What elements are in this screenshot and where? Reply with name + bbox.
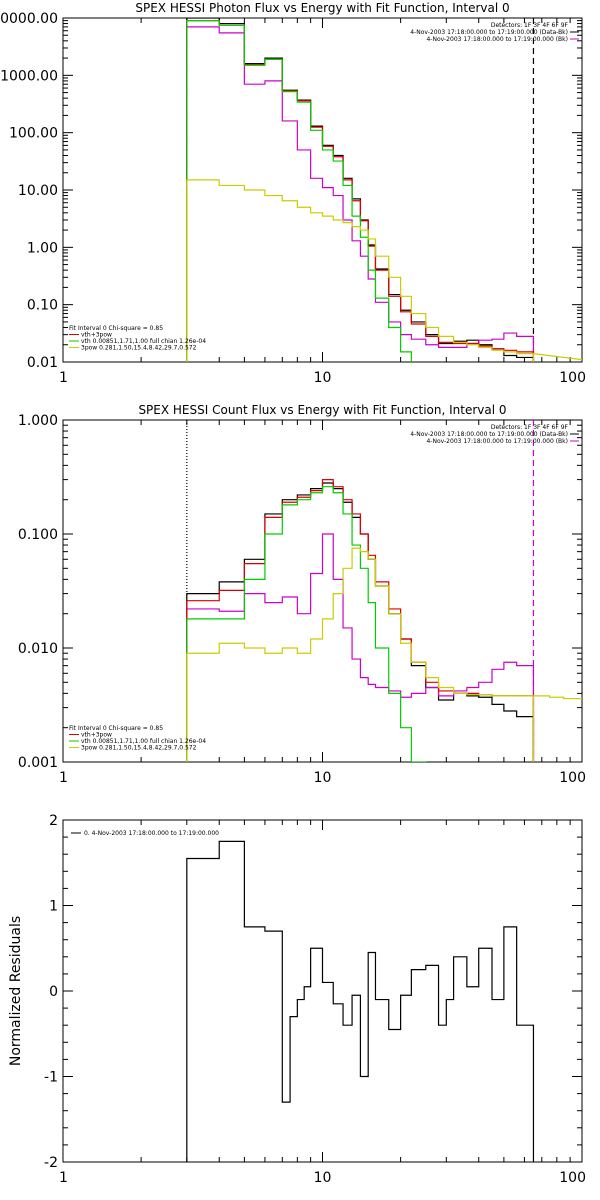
legend-title: Fit Interval 0 Chi-square = 0.85 [69, 325, 163, 332]
series-line-2 [186, 20, 535, 362]
header-line-0: Detectors: 1F 3F 4F 6F 9F [491, 424, 569, 431]
series-line-4 [186, 547, 535, 762]
series-line-2 [186, 479, 535, 762]
series-tail-3pow [533, 353, 582, 361]
x-tick-label: 1 [59, 1170, 68, 1186]
legend-label-2: 3pow 0.281,1.50,15.4,8.42,29.7,0.572 [81, 745, 197, 752]
header-line-2: 4-Nov-2003 17:18:00.000 to 17:19:00.000 … [426, 36, 568, 43]
x-tick-label: 1 [59, 770, 68, 786]
x-tick-label: 100 [559, 1170, 586, 1186]
series-line-1 [186, 533, 535, 762]
series-line-1 [186, 26, 535, 362]
y-tick-label: 1.00 [27, 240, 58, 256]
chart-panel-1: SPEX HESSI Count Flux vs Energy with Fit… [18, 403, 586, 786]
chart-title: SPEX HESSI Count Flux vs Energy with Fit… [138, 403, 506, 417]
legend-label-2: 3pow 0.281,1.50,15.4,8.42,29.7,0.572 [81, 345, 197, 352]
chart-panel-0: SPEX HESSI Photon Flux vs Energy with Fi… [0, 1, 586, 386]
header-line-0: Detectors: 1F 3F 4F 6F 9F [491, 22, 569, 29]
legend-label-0: 0. 4-Nov-2003 17:18:00.000 to 17:19:00.0… [84, 830, 219, 837]
x-tick-label: 10 [314, 770, 332, 786]
legend-label-0: vth+3pow [81, 732, 112, 739]
legend-label-1: vth 0.00851,1.71,1.00 full chian 1.26e-0… [81, 338, 206, 345]
x-tick-label: 100 [559, 370, 586, 386]
header-line-1: 4-Nov-2003 17:18:00.000 to 17:19:00.000 … [410, 431, 568, 438]
y-tick-label: 0.100 [18, 527, 58, 543]
y-tick-label: 0.001 [18, 755, 58, 771]
y-tick-label: 10.00 [18, 183, 58, 199]
y-tick-label: 1.000 [18, 413, 58, 429]
y-tick-label: -1 [44, 1070, 58, 1086]
series-line-3 [186, 486, 535, 762]
series-line-0 [186, 840, 535, 1162]
y-tick-label: 1 [49, 899, 58, 915]
series-line-4 [186, 179, 535, 362]
series-group [186, 479, 582, 762]
y-tick-label: 1000.00 [0, 68, 58, 84]
x-tick-label: 10 [314, 1170, 332, 1186]
y-tick-label: 0.01 [27, 355, 58, 371]
x-tick-label: 1 [59, 370, 68, 386]
series-line-0 [186, 18, 535, 362]
x-tick-label: 10 [314, 370, 332, 386]
plot-frame [62, 17, 583, 363]
legend-label-1: vth 0.00851,1.71,1.00 full chian 1.26e-0… [81, 738, 206, 745]
y-tick-label: 100.00 [9, 126, 58, 142]
header-line-1: 4-Nov-2003 17:18:00.000 to 17:19:00.000 … [410, 29, 568, 36]
series-group [186, 18, 582, 362]
chart-panel-2: 1 10 100 -2 -1 0 1 2 Normalized Residuals 0. 4-No… [8, 813, 586, 1186]
series-group [186, 840, 535, 1162]
x-tick-label: 100 [559, 770, 586, 786]
y-tick-label: 10000.00 [0, 11, 58, 27]
chart-title: SPEX HESSI Photon Flux vs Energy with Fi… [135, 1, 509, 15]
y-tick-label: 0.010 [18, 641, 58, 657]
y-tick-label: -2 [44, 1155, 58, 1171]
legend-label-0: vth+3pow [81, 332, 112, 339]
header-line-2: 4-Nov-2003 17:18:00.000 to 17:19:00.000 … [426, 438, 568, 445]
series-line-3 [186, 20, 535, 362]
y-tick-label: 2 [49, 813, 58, 829]
legend-title: Fit Interval 0 Chi-square = 0.85 [69, 725, 163, 732]
y-tick-label: 0 [49, 984, 58, 1000]
y-tick-label: 0.10 [27, 298, 58, 314]
series-tail-3pow [533, 695, 582, 700]
y-axis-label: Normalized Residuals [8, 916, 24, 1066]
